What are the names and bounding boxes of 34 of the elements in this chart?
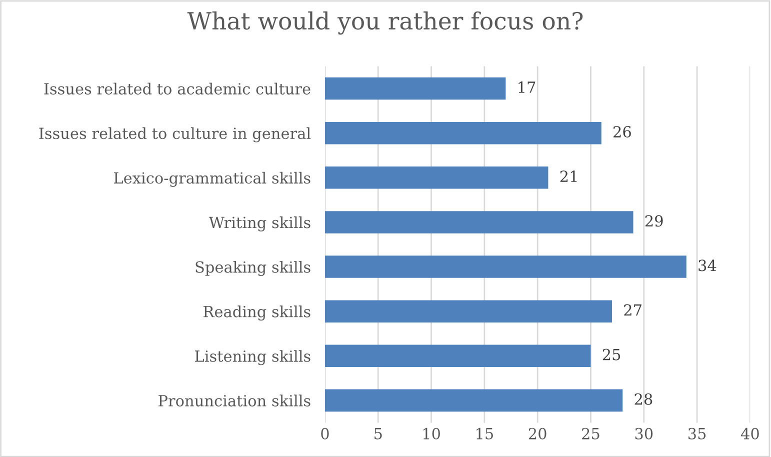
data-label: 26 xyxy=(614,126,631,138)
data-label: 21 xyxy=(560,170,577,182)
bar xyxy=(324,256,686,278)
x-tick-label: 25 xyxy=(582,428,600,440)
bar xyxy=(324,77,506,100)
data-label: 34 xyxy=(698,260,716,272)
y-tick-label: Issues related to academic culture xyxy=(44,82,310,95)
y-tick-label: Listening skills xyxy=(195,350,310,366)
y-tick-label: Speaking skills xyxy=(196,260,310,276)
x-tick-label: 5 xyxy=(374,428,382,440)
bar xyxy=(324,344,591,368)
data-label: 25 xyxy=(602,348,620,360)
bar xyxy=(324,211,634,234)
y-tick-label: Writing skills xyxy=(208,216,310,232)
x-tick-label: 15 xyxy=(476,428,493,440)
chart-title: What would you rather focus on? xyxy=(187,11,583,35)
x-tick-label: 40 xyxy=(740,428,759,440)
y-tick-label: Issues related to culture in general xyxy=(39,127,311,142)
bar xyxy=(324,300,612,322)
y-tick-label: Reading skills xyxy=(204,306,310,321)
y-tick-label: Pronunciation skills xyxy=(158,394,310,406)
y-tick-label: Lexico-grammatical skills xyxy=(114,172,310,187)
x-tick-label: 20 xyxy=(528,428,546,440)
bar xyxy=(324,166,548,189)
data-label: 28 xyxy=(634,393,652,405)
bar xyxy=(324,122,602,144)
x-tick-label: 10 xyxy=(423,428,440,440)
x-tick-label: 30 xyxy=(635,428,653,440)
x-tick-label: 0 xyxy=(321,428,329,440)
data-label: 29 xyxy=(645,215,663,227)
data-label: 17 xyxy=(518,81,536,93)
data-label: 27 xyxy=(624,304,642,316)
x-tick-label: 35 xyxy=(688,428,706,440)
bar xyxy=(324,389,623,412)
